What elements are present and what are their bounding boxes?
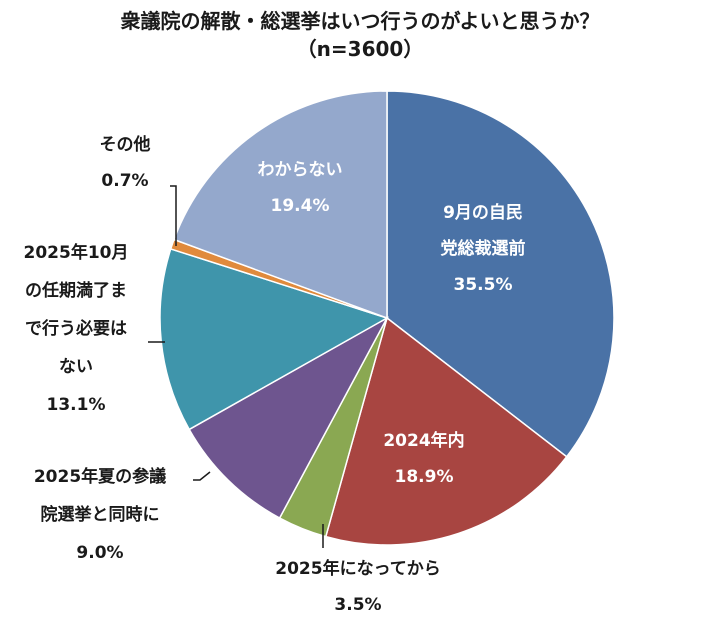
pie-slice (188, 316, 389, 520)
slice-value-label: 0.7% (101, 171, 148, 191)
slice-label: の任期満了ま (25, 280, 127, 301)
slice-value-label: 35.5% (454, 275, 513, 295)
chart-subtitle: （n=3600） (296, 37, 424, 61)
slice-label: 2025年10月 (24, 242, 129, 263)
pie-slice (386, 90, 615, 458)
slice-label: その他 (100, 134, 151, 155)
slice-value-label: 9.0% (76, 543, 123, 563)
slice-label: 院選挙と同時に (41, 504, 160, 525)
slice-label: わからない (258, 160, 343, 180)
pie-slice (173, 90, 388, 320)
leader-line (193, 471, 211, 481)
leader-line (170, 185, 177, 246)
slice-label: 9月の自民 (443, 202, 523, 223)
chart-title: 衆議院の解散・総選挙はいつ行うのがよいと思うか？ (120, 9, 600, 33)
slice-value-label: 19.4% (271, 196, 330, 216)
slice-label: 2024年内 (383, 430, 464, 451)
slice-value-label: 13.1% (47, 395, 106, 415)
slice-label: ない (59, 357, 93, 377)
slice-value-label: 3.5% (334, 595, 381, 615)
slice-label: で行う必要は (25, 318, 127, 339)
slice-label: 党総裁選前 (441, 238, 526, 259)
slice-label: 2025年夏の参議 (34, 466, 166, 487)
pie-slice (324, 316, 568, 546)
slice-value-label: 18.9% (395, 467, 454, 487)
slice-label: 2025年になってから (275, 558, 440, 579)
pie-slice (159, 247, 389, 431)
